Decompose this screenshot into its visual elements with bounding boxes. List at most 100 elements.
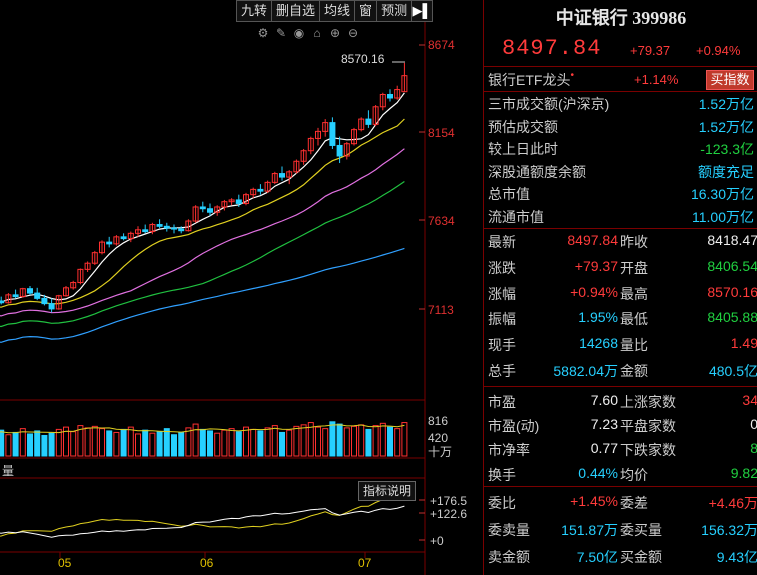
candle-body	[0, 300, 5, 304]
buy-index-button[interactable]: 买指数	[706, 70, 754, 90]
chart-area[interactable]: 九转 删自选 均线 窗 预测 ▶▌ ⚙ ✎ ◉ ⌂ ⊕ ⊖ 8674 8154 …	[0, 0, 483, 575]
field-label: 卖金额	[488, 549, 530, 565]
candle-body	[336, 144, 343, 157]
field-value: 7.50亿	[576, 549, 618, 565]
quote-row: 市盈(动) 7.23 平盘家数 0	[484, 414, 757, 436]
volume-bar	[106, 430, 113, 457]
candle-body	[372, 106, 379, 125]
volume-bar	[41, 434, 48, 457]
volume-unit: 十万	[428, 445, 453, 459]
stat-label: 总市值	[488, 186, 530, 202]
quote-row: 委比 +1.45% 委差 +4.46万	[484, 491, 757, 513]
eye-icon[interactable]: ◉	[293, 26, 305, 40]
zoom-in-icon[interactable]: ⊕	[329, 26, 341, 40]
candle-body	[315, 130, 321, 139]
field-label: 昨收	[620, 234, 648, 250]
window-button[interactable]: 窗	[354, 0, 377, 22]
quote-row: 市盈 7.60 上涨家数 34	[484, 390, 757, 412]
etf-change: +1.14%	[634, 72, 679, 87]
quote-row: 卖金额 7.50亿 买金额 9.43亿	[484, 545, 757, 567]
volume-bar	[293, 425, 300, 457]
etf-link[interactable]: 银行ETF龙头•	[488, 70, 574, 90]
stat-label: 流通市值	[488, 208, 544, 225]
stat-label: 深股通额度余额	[488, 163, 586, 180]
field-value: 7.60	[590, 392, 618, 408]
ma-line-ma20	[0, 148, 405, 317]
volume-bar	[178, 431, 185, 457]
candle-body	[41, 297, 48, 305]
volume-bar	[77, 425, 84, 457]
candle-body	[91, 252, 98, 264]
volume-bar	[394, 428, 401, 457]
stat-row: 流通市值 11.00万亿	[484, 205, 757, 227]
candle-body	[257, 188, 264, 192]
pen-icon[interactable]: ✎	[275, 26, 287, 40]
candle-body	[343, 143, 350, 157]
field-label: 市净率	[488, 442, 530, 459]
volume-bar	[372, 425, 379, 457]
candle-body	[127, 232, 134, 240]
field-value: +0.94%	[570, 283, 618, 300]
candle-body	[214, 206, 221, 213]
month-label-07: 07	[358, 556, 372, 570]
price-tick-4: 7113	[428, 303, 454, 317]
ma-line-ma60	[0, 247, 405, 343]
field-label: 涨跌	[488, 259, 516, 276]
quote-row: 现手 14268 量比 1.49	[484, 333, 757, 355]
month-label-06: 06	[200, 556, 214, 570]
zoom-out-icon[interactable]: ⊖	[347, 26, 359, 40]
kline-chart[interactable]	[0, 0, 483, 575]
field-value: 7.23	[590, 416, 618, 433]
volume-bar	[55, 428, 62, 457]
volume-bar	[163, 428, 170, 457]
volume-bar	[63, 426, 69, 457]
volume-bar	[365, 428, 372, 457]
lock-icon[interactable]: ⌂	[313, 26, 321, 40]
ma-line-ma30	[0, 181, 405, 328]
field-label: 平盘家数	[620, 418, 676, 435]
volume-bar	[257, 430, 264, 457]
volume-bar	[322, 428, 329, 457]
stat-row: 预估成交额 1.52万亿	[484, 115, 757, 137]
stat-label: 预估成交额	[488, 118, 558, 135]
stat-value: 16.30万亿	[690, 186, 754, 202]
moving-average-button[interactable]: 均线	[319, 0, 355, 22]
field-value: 8406.54	[707, 257, 757, 274]
field-value: 34	[742, 392, 757, 408]
volume-bar	[214, 432, 221, 457]
candle-body	[12, 294, 19, 298]
volume-bar	[387, 426, 393, 457]
candle-body	[271, 173, 278, 183]
month-label-05: 05	[58, 556, 72, 570]
indicator-help-button[interactable]: 指标说明	[358, 481, 417, 501]
remove-favorite-button[interactable]: 删自选	[271, 0, 320, 22]
volume-bar	[271, 425, 278, 457]
volume-bar	[235, 431, 242, 457]
stat-value: 1.52万亿	[698, 96, 754, 112]
settings-icon[interactable]: ⚙	[257, 26, 269, 40]
field-value: 8570.16	[707, 283, 757, 300]
field-value: 14268	[579, 335, 618, 352]
volume-bar	[307, 422, 314, 457]
chart-icon-bar: ⚙ ✎ ◉ ⌂ ⊕ ⊖	[256, 26, 360, 40]
collapse-panel-icon[interactable]: ▶▌	[411, 0, 434, 22]
candle-body	[55, 295, 62, 310]
field-label: 量比	[620, 337, 648, 354]
field-value: 151.87万	[561, 522, 618, 538]
forecast-button[interactable]: 预测	[376, 0, 412, 22]
field-value: 480.5亿	[708, 363, 757, 379]
candle-body	[27, 288, 33, 294]
quote-row: 换手 0.44% 均价 9.82	[484, 463, 757, 485]
candle-body	[243, 194, 249, 204]
candle-body	[106, 241, 113, 245]
nine-turn-button[interactable]: 九转	[236, 0, 272, 22]
volume-bar	[401, 422, 408, 457]
volume-bar	[142, 429, 149, 457]
volume-bar	[358, 424, 365, 457]
quote-row: 振幅 1.95% 最低 8405.88	[484, 307, 757, 329]
stat-row: 总市值 16.30万亿	[484, 182, 757, 204]
volume-bar	[250, 428, 257, 457]
volume-bar	[315, 426, 321, 457]
candle-body	[365, 118, 372, 125]
price-tick-1: 8674	[428, 38, 455, 52]
